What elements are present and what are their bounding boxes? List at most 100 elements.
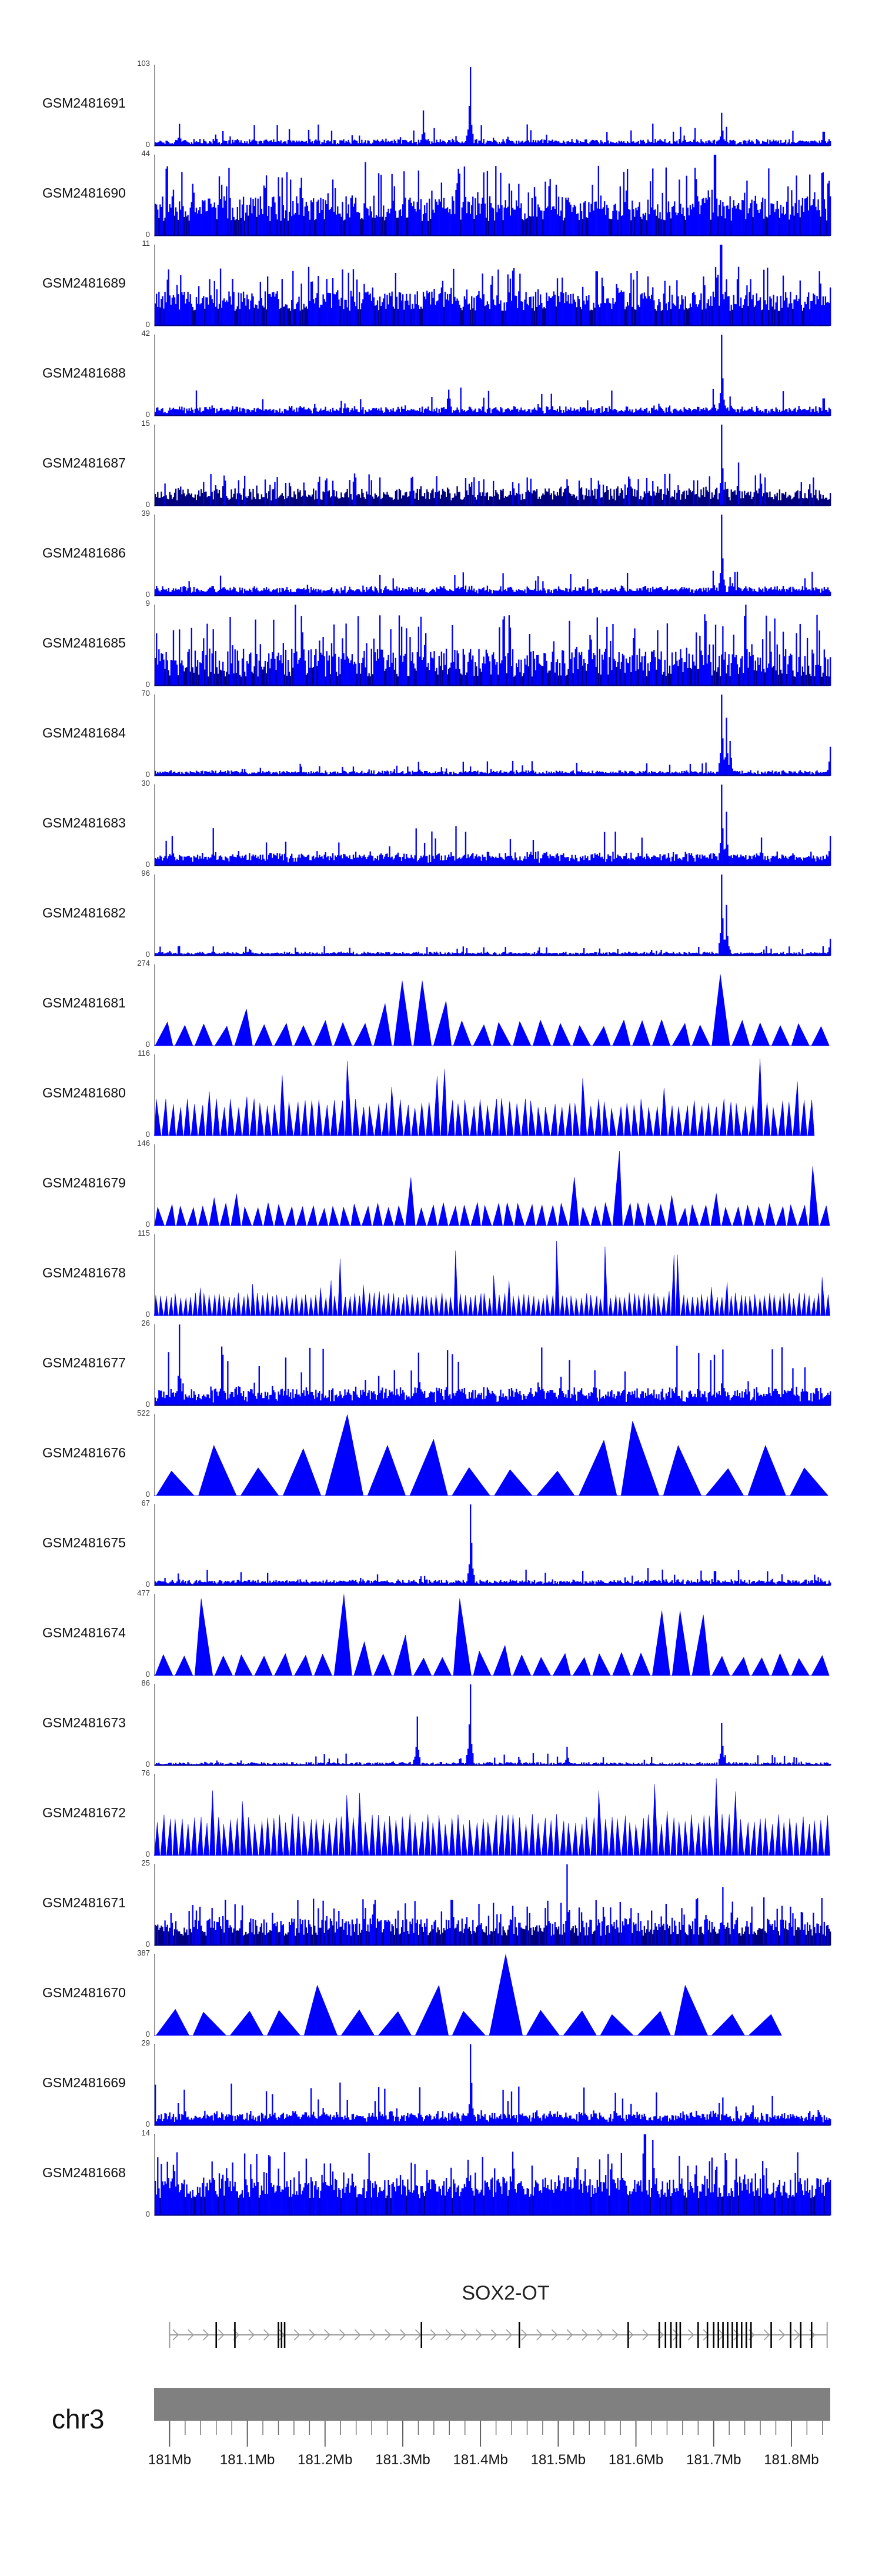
track-label: GSM2481691	[42, 95, 126, 111]
track-label: GSM2481687	[42, 455, 126, 471]
y-min-label: 0	[145, 1400, 150, 1409]
track-label: GSM2481682	[42, 905, 126, 920]
track-GSM2481670: GSM2481670 387 0	[0, 1948, 882, 2040]
y-axis	[154, 1684, 155, 1766]
track-plot	[154, 2044, 831, 2126]
signal-bars	[155, 2044, 831, 2126]
signal-area	[154, 1954, 782, 2036]
y-max-label: 15	[141, 419, 150, 428]
y-axis	[154, 1234, 155, 1316]
y-axis	[154, 335, 155, 416]
signal-bars	[155, 875, 831, 956]
y-axis	[154, 1864, 155, 1946]
track-GSM2481685: GSM2481685 9 0	[0, 599, 882, 690]
y-axis	[154, 1414, 155, 1496]
track-GSM2481682: GSM2481682 96 0	[0, 869, 882, 960]
tick-label: 181.1Mb	[220, 2452, 275, 2468]
track-label: GSM2481679	[42, 1175, 126, 1190]
y-axis	[154, 695, 155, 776]
y-max-label: 116	[138, 1049, 150, 1057]
track-GSM2481674: GSM2481674 477 0	[0, 1589, 882, 1680]
y-min-label: 0	[145, 1580, 150, 1589]
y-axis	[154, 785, 155, 866]
y-max-label: 39	[141, 509, 150, 518]
y-min-label: 0	[145, 1040, 150, 1049]
signal-tracks: GSM2481691 103 0 GSM2481690 44 0 GSM2481689 11 0…	[0, 59, 882, 2220]
track-label: GSM2481673	[42, 1715, 126, 1730]
signal-bars	[155, 2134, 831, 2216]
y-axis	[154, 1144, 155, 1226]
tick-label: 181.3Mb	[375, 2452, 430, 2468]
y-min-label: 0	[145, 1940, 150, 1948]
y-min-label: 0	[145, 1850, 150, 1858]
y-max-label: 76	[141, 1769, 150, 1777]
track-GSM2481680: GSM2481680 116 0	[0, 1049, 882, 1140]
tick-label: 181.2Mb	[298, 2452, 352, 2468]
track-label: GSM2481684	[42, 725, 126, 740]
signal-area	[154, 974, 830, 1046]
track-plot	[154, 1774, 830, 1856]
y-axis	[154, 605, 155, 686]
y-axis	[154, 65, 155, 146]
track-label: GSM2481668	[42, 2165, 126, 2180]
y-max-label: 14	[141, 2128, 150, 2137]
track-GSM2481671: GSM2481671 25 0	[0, 1858, 882, 1950]
chromosome-band	[154, 2388, 830, 2421]
signal-bars	[155, 335, 831, 416]
y-max-label: 11	[142, 239, 151, 248]
y-min-label: 0	[145, 860, 150, 869]
track-GSM2481679: GSM2481679 146 0	[0, 1139, 882, 1230]
y-axis	[154, 1055, 155, 1136]
y-min-label: 0	[145, 2120, 150, 2128]
track-plot	[154, 1055, 815, 1136]
y-axis	[154, 155, 155, 236]
track-plot	[154, 1504, 831, 1586]
track-label: GSM2481671	[42, 1895, 126, 1910]
signal-bars	[155, 425, 831, 506]
track-GSM2481684: GSM2481684 70 0	[0, 689, 882, 780]
chromosome-ideogram: 181Mb 181.1Mb 181.2Mb 181.3Mb 181.4Mb 181.5Mb…	[0, 2388, 882, 2564]
y-max-label: 387	[137, 1948, 150, 1957]
y-min-label: 0	[145, 950, 150, 959]
y-max-label: 26	[141, 1319, 150, 1327]
y-min-label: 0	[145, 320, 150, 329]
y-max-label: 67	[141, 1499, 150, 1507]
track-GSM2481686: GSM2481686 39 0	[0, 509, 882, 600]
track-label: GSM2481680	[42, 1085, 126, 1100]
tick-label: 181.4Mb	[453, 2452, 507, 2468]
y-max-label: 30	[141, 779, 150, 788]
tick-label: 181.8Mb	[764, 2452, 818, 2468]
signal-bars	[155, 605, 831, 686]
track-label: GSM2481677	[42, 1355, 126, 1370]
track-plot	[154, 1324, 831, 1406]
signal-bars	[155, 1504, 831, 1586]
track-GSM2481691: GSM2481691 103 0	[0, 59, 882, 150]
track-GSM2481687: GSM2481687 15 0	[0, 419, 882, 510]
y-axis	[154, 1594, 155, 1676]
track-label: GSM2481690	[42, 185, 126, 201]
ideogram-axis: 181Mb 181.1Mb 181.2Mb 181.3Mb 181.4Mb 181.5Mb…	[148, 2388, 830, 2468]
signal-bars	[155, 1684, 831, 1766]
minor-ticks	[169, 2421, 823, 2435]
signal-area	[154, 1778, 830, 1856]
track-label: GSM2481681	[42, 995, 126, 1010]
track-GSM2481673: GSM2481673 86 0	[0, 1679, 882, 1770]
track-GSM2481690: GSM2481690 44 0	[0, 149, 882, 240]
y-max-label: 9	[145, 599, 150, 608]
track-GSM2481681: GSM2481681 274 0	[0, 959, 882, 1050]
y-min-label: 0	[145, 1220, 150, 1229]
gene-model	[169, 2322, 828, 2348]
track-GSM2481669: GSM2481669 29 0	[0, 2038, 882, 2130]
y-max-label: 96	[141, 869, 150, 877]
track-GSM2481668: GSM2481668 14 0	[0, 2128, 882, 2220]
track-plot	[154, 425, 831, 506]
y-axis	[154, 1774, 155, 1856]
track-GSM2481677: GSM2481677 26 0	[0, 1319, 882, 1410]
signal-bars	[155, 695, 831, 776]
y-max-label: 522	[137, 1409, 150, 1417]
tick-label: 181.6Mb	[609, 2452, 663, 2468]
track-label: GSM2481676	[42, 1445, 126, 1460]
track-plot	[154, 1144, 830, 1226]
track-plot	[154, 1414, 828, 1496]
track-plot	[154, 965, 830, 1046]
